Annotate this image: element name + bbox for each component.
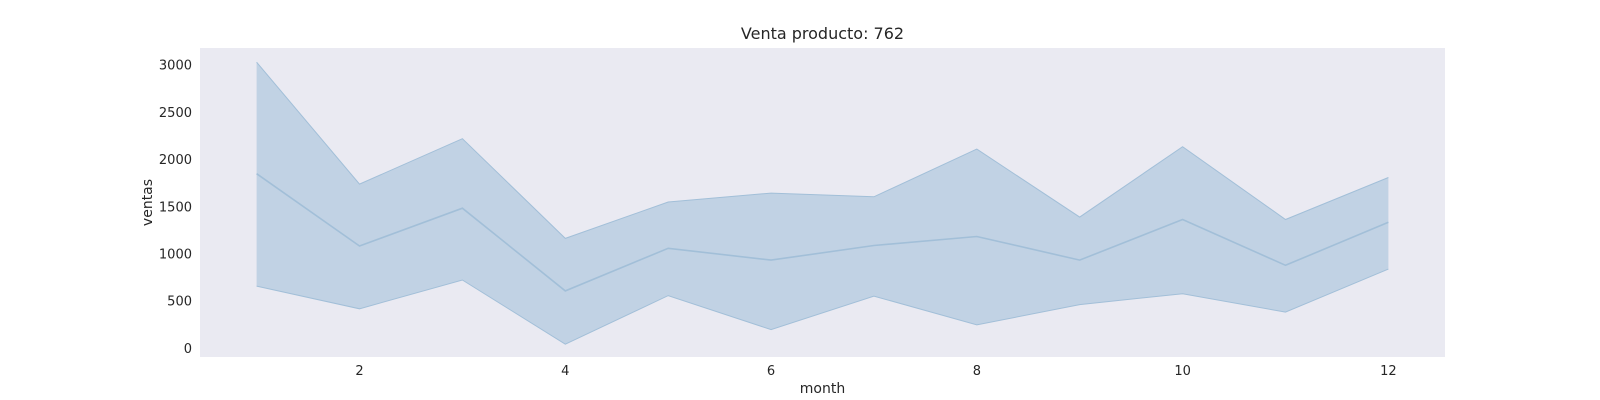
x-axis-label: month xyxy=(800,381,845,397)
y-tick-label: 1500 xyxy=(159,200,192,215)
x-tick-label: 6 xyxy=(767,364,775,379)
y-tick-label: 500 xyxy=(167,295,192,310)
y-tick-label: 0 xyxy=(184,342,192,357)
x-tick-label: 2 xyxy=(355,364,363,379)
x-tick-label: 10 xyxy=(1174,364,1191,379)
y-axis-label: ventas xyxy=(140,179,156,226)
x-tick-label: 4 xyxy=(561,364,569,379)
x-tick-label: 12 xyxy=(1380,364,1397,379)
y-tick-label: 2000 xyxy=(159,153,192,168)
x-axis-ticks: 2 4 6 8 10 12 xyxy=(355,364,1396,379)
y-axis-ticks: 0 500 1000 1500 2000 2500 3000 xyxy=(159,59,192,357)
confidence-band-lower-edge xyxy=(256,268,1389,345)
confidence-band xyxy=(256,62,1389,345)
x-tick-label: 8 xyxy=(973,364,981,379)
y-tick-label: 1000 xyxy=(159,248,192,263)
chart-title: Venta producto: 762 xyxy=(741,24,904,43)
confidence-band-upper-edge xyxy=(256,61,1389,239)
y-tick-label: 2500 xyxy=(159,106,192,121)
series-line xyxy=(256,173,1389,292)
y-tick-label: 3000 xyxy=(159,59,192,74)
